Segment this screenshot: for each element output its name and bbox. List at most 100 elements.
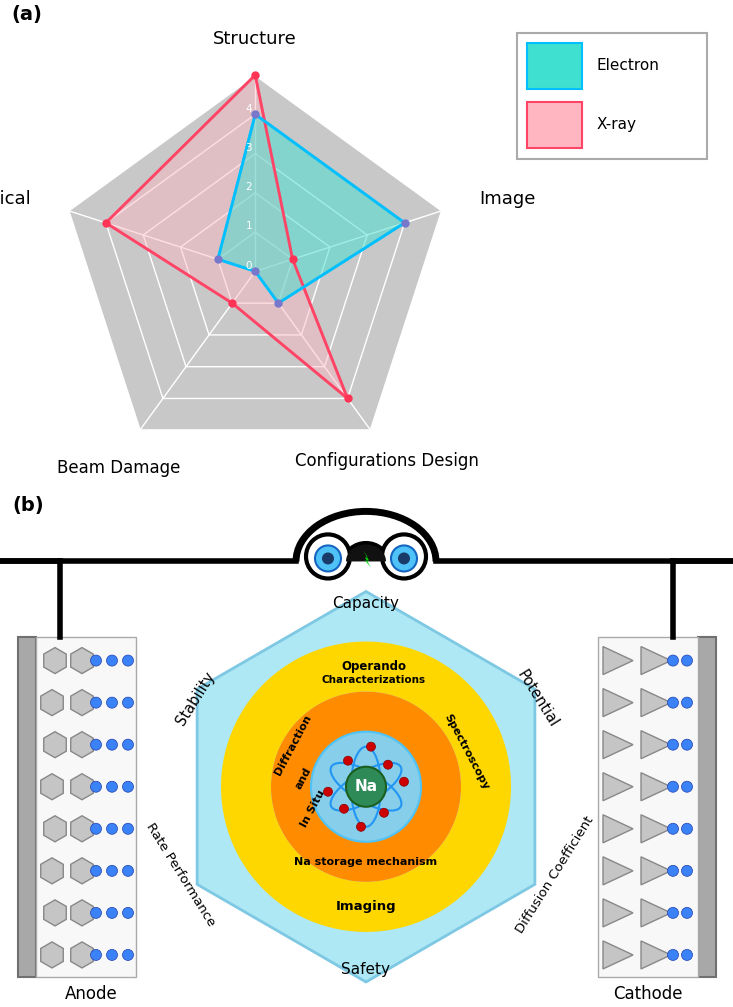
Circle shape	[380, 809, 388, 818]
Circle shape	[90, 907, 101, 918]
Polygon shape	[71, 858, 93, 884]
Circle shape	[122, 739, 133, 750]
FancyBboxPatch shape	[18, 636, 36, 977]
Circle shape	[106, 865, 117, 876]
Polygon shape	[71, 900, 93, 925]
Circle shape	[682, 907, 693, 918]
Circle shape	[311, 732, 421, 842]
Polygon shape	[603, 815, 633, 843]
Polygon shape	[71, 773, 93, 800]
Circle shape	[90, 697, 101, 708]
Circle shape	[382, 535, 426, 578]
FancyBboxPatch shape	[698, 636, 716, 977]
Circle shape	[122, 781, 133, 793]
Polygon shape	[641, 899, 671, 926]
Circle shape	[122, 824, 133, 834]
Polygon shape	[41, 690, 63, 716]
Polygon shape	[197, 591, 535, 982]
Polygon shape	[218, 115, 405, 303]
Polygon shape	[603, 689, 633, 717]
Circle shape	[306, 535, 350, 578]
Circle shape	[339, 805, 348, 814]
Polygon shape	[363, 551, 371, 568]
Polygon shape	[71, 732, 93, 757]
Text: (b): (b)	[12, 496, 44, 516]
Text: Configurations Design: Configurations Design	[295, 452, 479, 470]
Circle shape	[668, 781, 679, 793]
Text: In Situ: In Situ	[299, 788, 327, 829]
Text: 4: 4	[246, 104, 252, 114]
Polygon shape	[71, 648, 93, 674]
Text: X-ray: X-ray	[596, 117, 636, 132]
Circle shape	[682, 697, 693, 708]
Text: Operando: Operando	[342, 660, 407, 673]
Polygon shape	[71, 942, 93, 968]
Polygon shape	[68, 76, 442, 430]
Polygon shape	[603, 772, 633, 801]
Text: Diffraction: Diffraction	[273, 713, 313, 776]
Text: Stability: Stability	[174, 670, 218, 728]
Circle shape	[682, 781, 693, 793]
Text: Spectroscopy: Spectroscopy	[442, 712, 490, 792]
Polygon shape	[44, 648, 66, 674]
Circle shape	[106, 781, 117, 793]
Circle shape	[122, 865, 133, 876]
Text: Potential: Potential	[514, 668, 561, 730]
Polygon shape	[41, 858, 63, 884]
Polygon shape	[346, 562, 386, 564]
Text: Na: Na	[355, 779, 377, 795]
FancyBboxPatch shape	[598, 636, 698, 977]
Circle shape	[90, 865, 101, 876]
Circle shape	[682, 865, 693, 876]
Circle shape	[668, 865, 679, 876]
Circle shape	[366, 742, 375, 751]
Circle shape	[90, 656, 101, 666]
Polygon shape	[641, 689, 671, 717]
Circle shape	[356, 823, 366, 832]
Circle shape	[668, 697, 679, 708]
Circle shape	[90, 950, 101, 961]
Text: Characterizations: Characterizations	[322, 675, 426, 685]
Polygon shape	[603, 731, 633, 758]
Polygon shape	[603, 857, 633, 885]
Text: 3: 3	[246, 143, 252, 153]
Circle shape	[344, 756, 353, 765]
Text: Chemical: Chemical	[0, 189, 32, 207]
Text: Imaging: Imaging	[336, 900, 397, 913]
Polygon shape	[71, 690, 93, 716]
Text: Structure: Structure	[213, 29, 297, 47]
Polygon shape	[641, 731, 671, 758]
Text: 2: 2	[246, 182, 252, 192]
Circle shape	[122, 697, 133, 708]
Polygon shape	[603, 899, 633, 926]
Circle shape	[668, 950, 679, 961]
Polygon shape	[641, 772, 671, 801]
Text: Beam Damage: Beam Damage	[57, 459, 181, 477]
Circle shape	[668, 824, 679, 834]
Circle shape	[106, 697, 117, 708]
Text: Capacity: Capacity	[333, 596, 399, 611]
Circle shape	[682, 824, 693, 834]
Circle shape	[668, 907, 679, 918]
Circle shape	[322, 553, 334, 565]
Circle shape	[106, 907, 117, 918]
Polygon shape	[641, 941, 671, 969]
Circle shape	[668, 739, 679, 750]
Circle shape	[315, 546, 341, 571]
Circle shape	[682, 950, 693, 961]
Circle shape	[122, 907, 133, 918]
Polygon shape	[71, 816, 93, 842]
Circle shape	[398, 553, 410, 565]
Text: 5: 5	[246, 64, 252, 75]
Text: and: and	[293, 766, 313, 792]
Circle shape	[383, 760, 392, 769]
Circle shape	[106, 656, 117, 666]
Text: Safety: Safety	[342, 963, 391, 978]
FancyBboxPatch shape	[36, 636, 136, 977]
Circle shape	[682, 656, 693, 666]
Circle shape	[391, 546, 417, 571]
Text: 0: 0	[246, 261, 252, 271]
Polygon shape	[106, 76, 347, 399]
FancyBboxPatch shape	[517, 33, 707, 158]
Text: Anode: Anode	[65, 985, 117, 1003]
